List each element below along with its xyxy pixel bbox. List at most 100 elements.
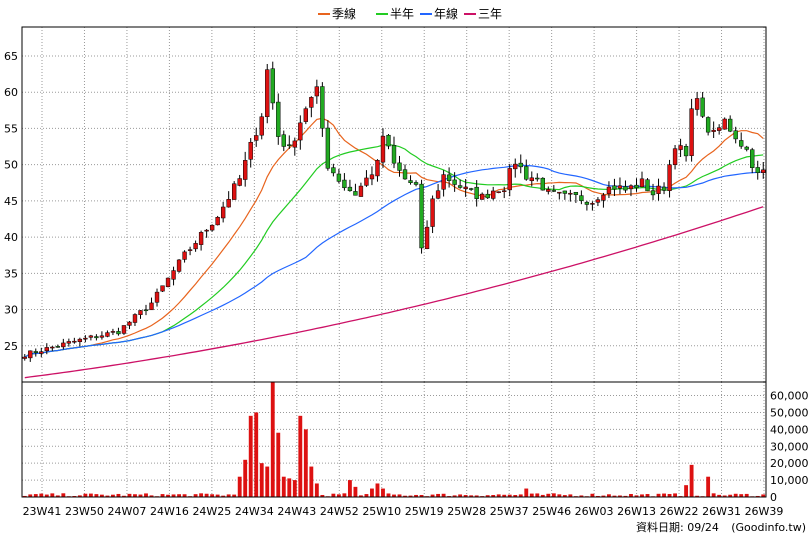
volume-bar	[259, 463, 264, 497]
volume-bar	[193, 494, 198, 497]
candle-body	[761, 169, 766, 173]
candle-body	[243, 160, 248, 180]
price-plot-frame	[21, 26, 767, 383]
volume-bar	[562, 495, 567, 497]
volume-bar	[276, 432, 281, 497]
candle-body	[132, 314, 138, 323]
plot-frames	[21, 26, 767, 498]
candle-body	[220, 206, 226, 219]
candle-body	[601, 194, 606, 201]
volume-bar	[640, 494, 644, 497]
legend-label: 季線	[332, 6, 356, 21]
candle-body	[683, 145, 689, 157]
candle-body	[584, 201, 590, 205]
volume-bar	[656, 493, 661, 497]
candle-body	[231, 183, 237, 200]
volume-bar	[138, 494, 143, 497]
volume-tick-label: 50,000	[770, 406, 808, 419]
price-gridlines	[22, 27, 766, 497]
candle-body	[72, 340, 77, 343]
candle-body	[639, 178, 645, 188]
candle-body	[331, 167, 336, 174]
candle-body	[656, 185, 661, 194]
time-tick-label: 26W03	[575, 505, 614, 518]
volume-tick-label: 0	[770, 491, 777, 504]
candle-body	[463, 186, 468, 190]
candle-body	[364, 177, 369, 186]
volume-bar	[502, 494, 507, 497]
candle-body	[446, 174, 452, 181]
volume-bar	[287, 478, 292, 497]
volume-bar	[607, 494, 611, 497]
volume-bar	[298, 415, 303, 497]
candle-body	[39, 351, 44, 354]
volume-bar	[507, 494, 512, 497]
candle-body	[606, 186, 612, 195]
volume-bar	[590, 493, 595, 497]
volume-bar	[83, 493, 88, 497]
candle-body	[287, 144, 292, 146]
candle-body	[160, 285, 165, 292]
candle-body	[110, 331, 116, 333]
candle-body	[281, 134, 286, 147]
volume-bar	[463, 495, 468, 497]
candle-body	[430, 198, 435, 227]
price-tick-label: 30	[4, 304, 18, 317]
volume-bar	[755, 495, 760, 497]
ma-line-3year	[24, 206, 764, 379]
candlesticks	[22, 61, 766, 362]
volume-bar	[243, 459, 248, 497]
volume-bar	[414, 494, 418, 497]
candle-body	[66, 341, 72, 344]
volume-bar	[144, 493, 148, 497]
volume-bar	[618, 495, 622, 497]
candle-body	[529, 177, 534, 182]
candle-body	[568, 192, 573, 195]
candle-body	[28, 350, 33, 359]
candle-body	[535, 177, 540, 180]
candle-body	[634, 184, 639, 189]
candle-body	[557, 191, 562, 194]
candle-body	[187, 249, 193, 251]
volume-bar	[722, 495, 727, 497]
volume-bar	[33, 494, 38, 497]
candle-body	[590, 203, 595, 205]
ma-line-26w	[24, 143, 764, 358]
candle-body	[182, 251, 187, 260]
candle-body	[750, 149, 755, 168]
candle-body	[617, 185, 623, 189]
candle-body	[61, 342, 66, 348]
volume-bar	[314, 483, 319, 497]
candle-body	[755, 167, 760, 173]
candle-body	[645, 179, 650, 192]
candle-body	[424, 226, 430, 249]
volume-bar	[347, 480, 352, 497]
volume-bar	[116, 493, 121, 497]
volume-bar	[546, 493, 551, 497]
candle-body	[452, 179, 457, 185]
candle-body	[380, 135, 386, 163]
price-tick-label: 25	[4, 340, 18, 353]
candle-body	[391, 145, 397, 164]
candle-body	[413, 182, 419, 185]
volume-bar	[717, 494, 722, 497]
volume-bar	[711, 493, 716, 497]
candle-body	[143, 309, 149, 312]
candle-body	[154, 291, 160, 303]
candle-body	[546, 189, 551, 192]
candle-body	[524, 166, 529, 180]
candle-body	[711, 129, 716, 132]
volume-bar	[22, 495, 27, 497]
time-tick-label: 26W31	[702, 505, 741, 518]
candle-body	[292, 140, 297, 148]
candle-body	[689, 108, 694, 156]
volume-bar	[281, 476, 286, 497]
price-tick-label: 65	[4, 50, 18, 63]
candle-body	[209, 224, 215, 231]
candle-body	[138, 310, 143, 315]
candle-body	[342, 179, 347, 189]
time-tick-label: 24W34	[235, 505, 274, 518]
volume-bar	[579, 495, 584, 497]
